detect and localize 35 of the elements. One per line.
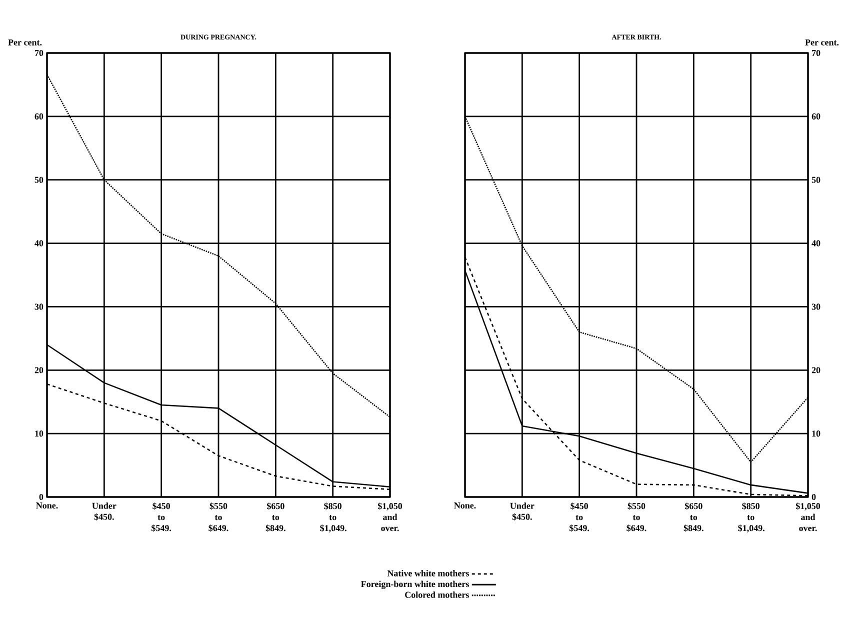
y-tick-label: 60: [812, 113, 820, 120]
x-tick-label: Under $450.: [92, 502, 116, 520]
legend-label: Native white mothers: [387, 570, 469, 576]
y-axis-title: Per cent.: [805, 39, 839, 46]
legend-label: Colored mothers: [405, 592, 469, 598]
x-tick-label: None.: [454, 502, 476, 509]
x-tick-label: $650 to $849.: [266, 502, 286, 532]
x-tick-label: $1,050 and over.: [796, 502, 820, 532]
x-tick-label: $450 to $549.: [570, 502, 590, 532]
y-tick-label: 50: [34, 176, 44, 183]
x-tick-label: $550 to $649.: [208, 502, 228, 532]
y-tick-label: 70: [34, 50, 44, 56]
y-tick-label: 50: [812, 176, 820, 183]
y-tick-label: 40: [812, 240, 820, 246]
y-tick-label: 60: [34, 113, 44, 120]
y-tick-label: 10: [812, 430, 820, 437]
y-tick-label: 70: [812, 50, 820, 56]
y-tick-label: 30: [812, 304, 820, 310]
y-tick-label: 0: [39, 494, 44, 500]
x-tick-label: None.: [36, 502, 58, 509]
y-tick-label: 10: [35, 430, 44, 437]
y-tick-label: 30: [34, 304, 44, 310]
y-tick-label: 20: [34, 367, 44, 374]
legend-label: Foreign-born white mothers: [361, 580, 469, 589]
y-tick-label: 0: [812, 494, 816, 500]
x-tick-label: $850 to $1,049.: [320, 502, 346, 532]
y-axis-title: Per cent.: [8, 39, 42, 46]
x-tick-label: $1,050 and over.: [378, 502, 402, 532]
x-tick-label: $650 to $849.: [684, 502, 704, 532]
x-tick-label: Under $450.: [510, 502, 534, 520]
x-tick-label: $550 to $649.: [626, 502, 646, 532]
y-tick-label: 20: [812, 367, 820, 374]
y-tick-label: 40: [34, 240, 44, 246]
x-tick-label: $850 to $1,049.: [738, 502, 764, 532]
x-tick-label: $450 to $549.: [152, 502, 172, 532]
